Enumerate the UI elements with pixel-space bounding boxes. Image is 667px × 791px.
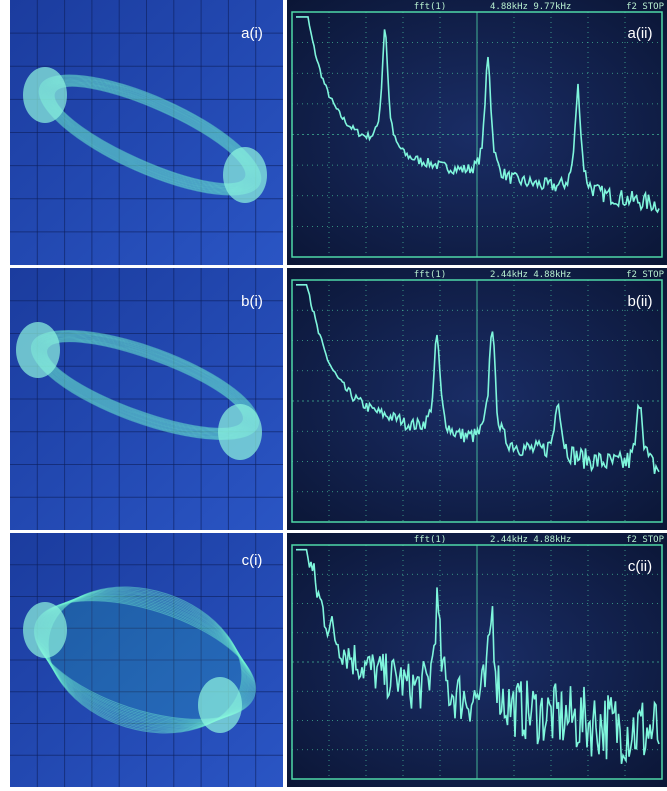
panel-label: c(i) xyxy=(242,552,263,569)
phase-portrait-panel: a(i) xyxy=(10,0,283,265)
panel-label: c(ii) xyxy=(628,558,652,575)
screen-scale: 2.44kHz 4.88kHz xyxy=(490,535,571,545)
trace-blob xyxy=(23,67,67,123)
panel-label: a(i) xyxy=(241,25,263,42)
screen-scale: 2.44kHz 4.88kHz xyxy=(490,270,571,280)
phase-portrait-panel: b(i) xyxy=(10,268,283,530)
trace-blob xyxy=(223,147,267,203)
fft-screen-panel: fft(1) 2.44kHz 4.88kHz f2 STOP b(ii) xyxy=(287,268,667,530)
screen-mode: fft(1) xyxy=(414,2,447,12)
trace-blob xyxy=(198,677,242,733)
panel-label: b(ii) xyxy=(628,293,653,310)
screen-status: f2 STOP xyxy=(626,535,665,545)
spectrum-trace xyxy=(296,16,660,214)
screen-mode: fft(1) xyxy=(414,535,447,545)
screen-scale: 4.88kHz 9.77kHz xyxy=(490,2,571,12)
fft-screen-panel: fft(1) 4.88kHz 9.77kHz f2 STOP a(ii) xyxy=(287,0,667,265)
trace-blob xyxy=(23,602,67,658)
screen-mode: fft(1) xyxy=(414,270,447,280)
fft-screen-panel: fft(1) 2.44kHz 4.88kHz f2 STOP c(ii) xyxy=(287,533,667,787)
trace-blob xyxy=(218,404,262,460)
spectrum-trace xyxy=(296,548,660,765)
spectrum-trace xyxy=(296,284,660,474)
screen-status: f2 STOP xyxy=(626,270,665,280)
panel-label: a(ii) xyxy=(628,25,653,42)
panel-label: b(i) xyxy=(241,293,263,310)
screen-status: f2 STOP xyxy=(626,2,665,12)
phase-portrait-panel: c(i) xyxy=(10,533,283,787)
trace-blob xyxy=(16,322,60,378)
